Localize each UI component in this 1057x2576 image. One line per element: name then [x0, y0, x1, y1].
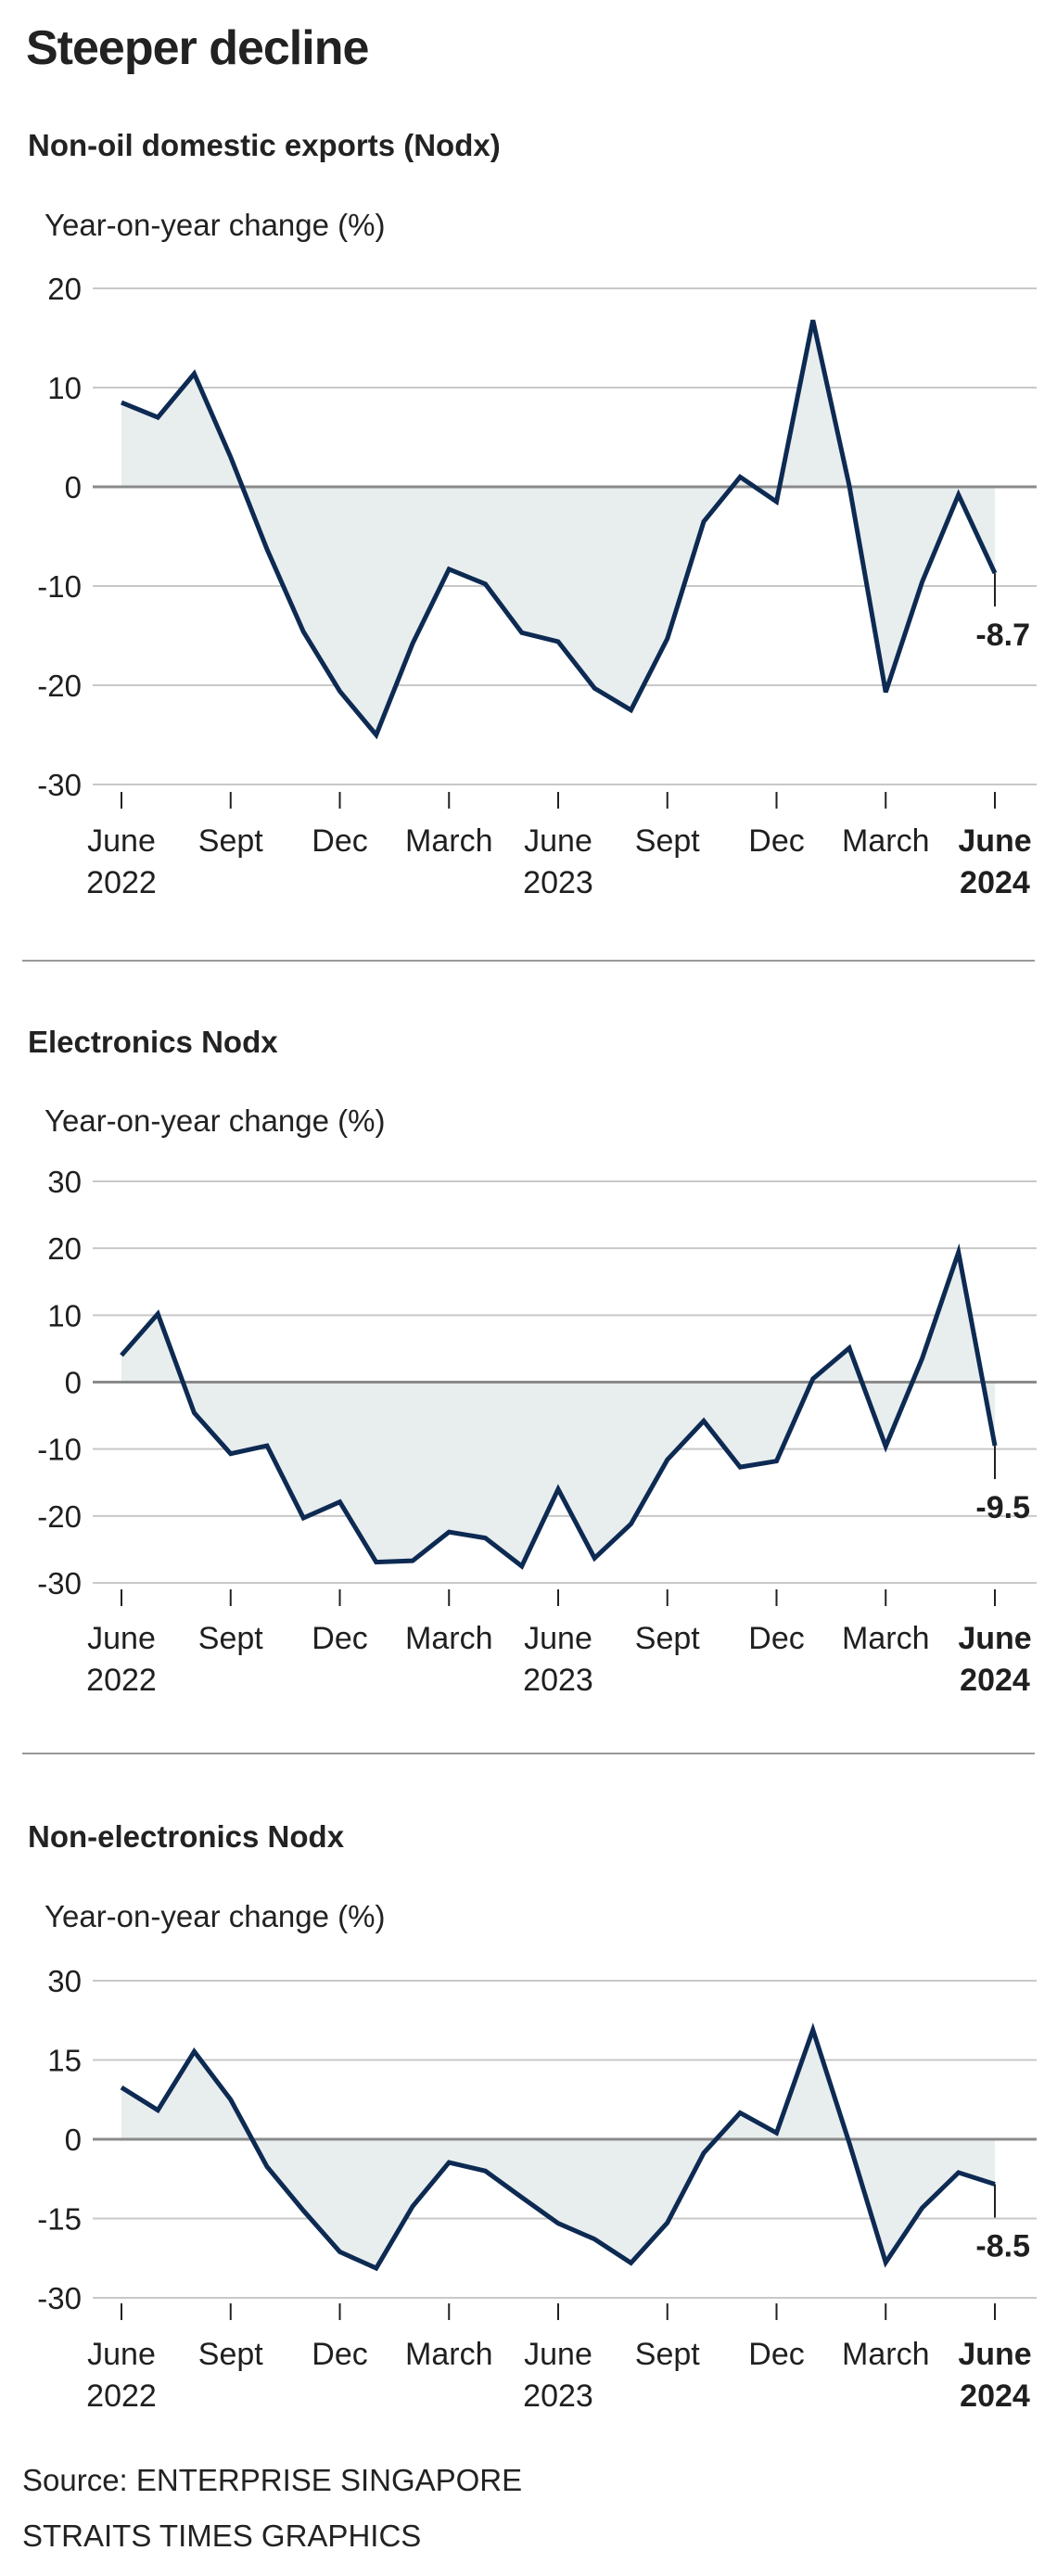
y-tick-label: 10 [47, 371, 82, 405]
x-tick-label: June [87, 1621, 156, 1656]
x-tick-label: Dec [312, 2337, 367, 2372]
y-tick-label: 0 [65, 1366, 82, 1400]
x-tick-label: Sept [198, 823, 263, 859]
y-tick-label: -10 [37, 569, 82, 604]
y-tick-label: -30 [37, 768, 82, 802]
x-tick-year-label: 2022 [86, 865, 157, 900]
chart-2-title: Electronics Nodx [28, 1025, 278, 1059]
y-tick-label: -30 [37, 2281, 82, 2315]
x-tick-label: June [87, 823, 156, 859]
x-tick-label: Sept [635, 2337, 700, 2372]
y-tick-label: 0 [65, 2123, 82, 2157]
y-tick-label: 10 [47, 1298, 82, 1333]
x-tick-label: June [958, 2337, 1031, 2372]
x-tick-label: June [524, 823, 592, 859]
chart-2-ylabel: Year-on-year change (%) [45, 1103, 386, 1138]
y-tick-label: -15 [37, 2202, 82, 2237]
x-tick-label: Dec [312, 823, 367, 859]
credit-note: STRAITS TIMES GRAPHICS [22, 2519, 422, 2553]
x-tick-label: Dec [748, 2337, 804, 2372]
x-tick-label: March [405, 823, 492, 859]
x-tick-label: March [405, 1621, 492, 1656]
y-tick-label: 30 [47, 1964, 82, 1998]
x-tick-year-label: 2023 [523, 2378, 593, 2414]
x-tick-year-label: 2023 [523, 865, 593, 900]
x-tick-label: March [842, 1621, 929, 1656]
end-value-label: -8.5 [975, 2228, 1030, 2264]
chart-1-title: Non-oil domestic exports (Nodx) [28, 128, 501, 162]
x-tick-year-label: 2024 [960, 2378, 1030, 2414]
chart-1-ylabel: Year-on-year change (%) [45, 208, 386, 242]
end-value-label: -8.7 [975, 618, 1030, 653]
x-tick-year-label: 2022 [86, 1663, 157, 1698]
y-tick-label: -30 [37, 1566, 82, 1600]
x-tick-label: March [842, 2337, 929, 2372]
y-tick-label: 30 [47, 1165, 82, 1199]
y-tick-label: 0 [65, 470, 82, 504]
area-fill [121, 2030, 995, 2269]
page-title: Steeper decline [26, 21, 369, 75]
x-tick-label: Sept [635, 1621, 700, 1656]
x-tick-label: Dec [748, 823, 804, 859]
x-tick-label: June [958, 1621, 1031, 1656]
x-tick-label: June [524, 2337, 592, 2372]
y-tick-label: -10 [37, 1433, 82, 1467]
x-tick-label: Sept [198, 1621, 263, 1656]
y-tick-label: 20 [47, 272, 82, 306]
x-tick-year-label: 2022 [86, 2378, 157, 2414]
x-tick-label: Dec [748, 1621, 804, 1656]
y-tick-label: 20 [47, 1231, 82, 1266]
end-value-label: -9.5 [975, 1490, 1030, 1525]
x-tick-label: Sept [198, 2337, 263, 2372]
x-tick-label: June [524, 1621, 592, 1656]
x-tick-label: March [405, 2337, 492, 2372]
x-tick-year-label: 2024 [960, 1663, 1030, 1698]
x-tick-label: Dec [312, 1621, 367, 1656]
y-tick-label: -20 [37, 1499, 82, 1534]
y-tick-label: 15 [47, 2044, 82, 2078]
divider-1 [22, 960, 1035, 962]
area-fill [121, 320, 995, 735]
chart-3-title: Non-electronics Nodx [28, 1819, 345, 1854]
x-tick-label: Sept [635, 823, 700, 859]
x-tick-label: June [958, 823, 1031, 859]
y-tick-label: -20 [37, 669, 82, 703]
divider-2 [22, 1753, 1035, 1754]
x-tick-year-label: 2023 [523, 1663, 593, 1698]
x-tick-label: March [842, 823, 929, 859]
x-tick-label: June [87, 2337, 156, 2372]
area-fill [121, 1252, 995, 1566]
source-note: Source: ENTERPRISE SINGAPORE [22, 2463, 523, 2497]
chart-3-ylabel: Year-on-year change (%) [45, 1899, 386, 1933]
x-tick-year-label: 2024 [960, 865, 1030, 900]
